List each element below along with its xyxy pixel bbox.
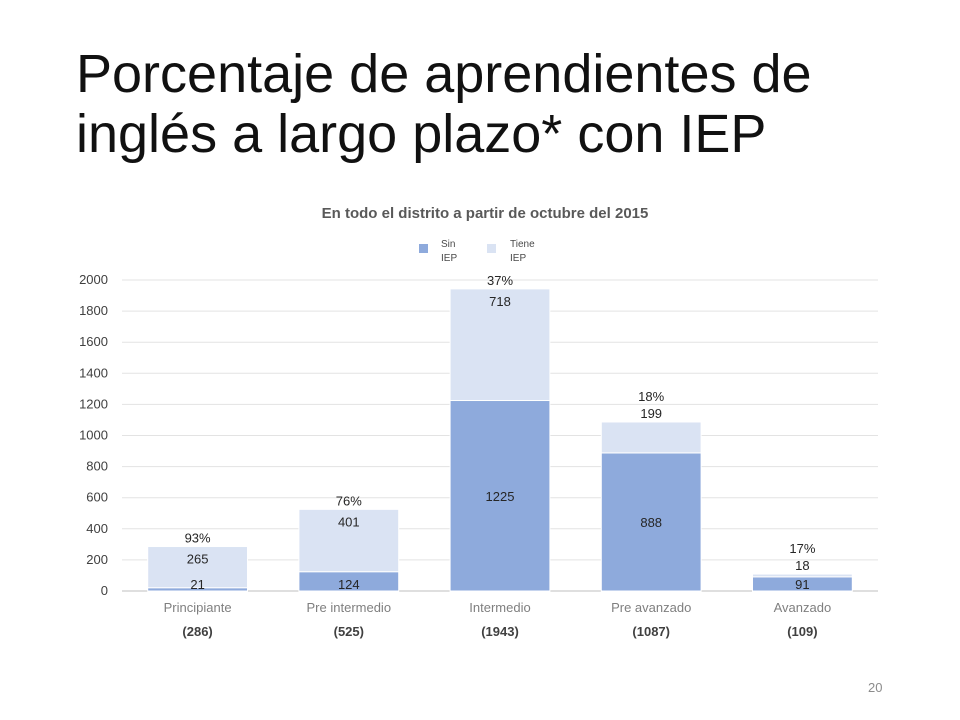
percent-label: 37% [487,273,513,288]
legend-swatch-tiene-iep [487,244,496,253]
y-tick-label: 1000 [79,428,108,443]
y-tick-label: 600 [86,490,108,505]
chart-title: En todo el distrito a partir de octubre … [322,205,649,222]
percent-label: 18% [638,389,664,404]
slide-title-line-2: inglés a largo plazo* con IEP [76,104,767,164]
data-label-sin-iep: 1225 [486,489,515,504]
legend-label-tiene-iep-line-1: Tiene [510,239,535,250]
category-label: Pre avanzado [611,600,691,615]
data-label-sin-iep: 21 [190,577,204,592]
y-tick-label: 2000 [79,272,108,287]
y-tick-label: 400 [86,521,108,536]
data-label-sin-iep: 888 [640,515,662,530]
y-tick-label: 1200 [79,396,108,411]
category-label: Intermedio [469,600,530,615]
percent-label: 93% [185,531,211,546]
bar-segment-tiene-iep [298,508,400,573]
legend-label-sin-iep-line-2: IEP [441,253,457,264]
bar-segment-tiene-iep [147,546,248,589]
bar-segment-sin-iep [600,452,702,592]
category-total-label: (109) [787,624,817,639]
category-label: Principiante [164,600,232,615]
y-tick-label: 800 [86,459,108,474]
legend-label-sin-iep-line-1: Sin [441,239,455,250]
bar-segment-tiene-iep [600,421,702,454]
x-axis: Principiante (286) Pre intermedio (525) Inte… [164,600,832,639]
category-total-label: (286) [182,624,212,639]
data-label-tiene-iep: 199 [640,406,662,421]
category-total-label: (1087) [632,624,670,639]
bar-labels: 21 265 93% 124 401 76% 1225 718 37% 888 199 18% 91 18… [185,273,816,592]
category-label: Avanzado [774,600,832,615]
y-tick-label: 1400 [79,365,108,380]
category-label: Pre intermedio [307,600,392,615]
legend: Sin IEP Tiene IEP [419,239,535,264]
bar-segment-sin-iep [449,400,551,592]
percent-label: 17% [789,541,815,556]
category-total-label: (525) [334,624,364,639]
percent-label: 76% [336,493,362,508]
y-tick-label: 200 [86,552,108,567]
data-label-tiene-iep: 718 [489,294,511,309]
bar-segment-tiene-iep [449,288,551,402]
legend-swatch-sin-iep [419,244,428,253]
bar-segment-tiene-iep [752,573,853,578]
data-label-tiene-iep: 18 [795,558,809,573]
slide-title-line-1: Porcentaje de aprendientes de [76,44,812,104]
category-total-label: (1943) [481,624,519,639]
slide-title: Porcentaje de aprendientes de inglés a l… [76,44,916,164]
bars [147,288,853,592]
data-label-tiene-iep: 265 [187,552,209,567]
y-tick-label: 1600 [79,334,108,349]
data-label-sin-iep: 91 [795,577,809,592]
data-label-tiene-iep: 401 [338,514,360,529]
y-axis: 0 200 400 600 800 1000 1200 1400 1600 1800 2000 [79,272,108,598]
legend-label-tiene-iep-line-2: IEP [510,253,526,264]
data-label-sin-iep: 124 [338,577,360,592]
y-tick-label: 0 [101,583,108,598]
y-tick-label: 1800 [79,303,108,318]
page-number: 20 [868,680,883,695]
